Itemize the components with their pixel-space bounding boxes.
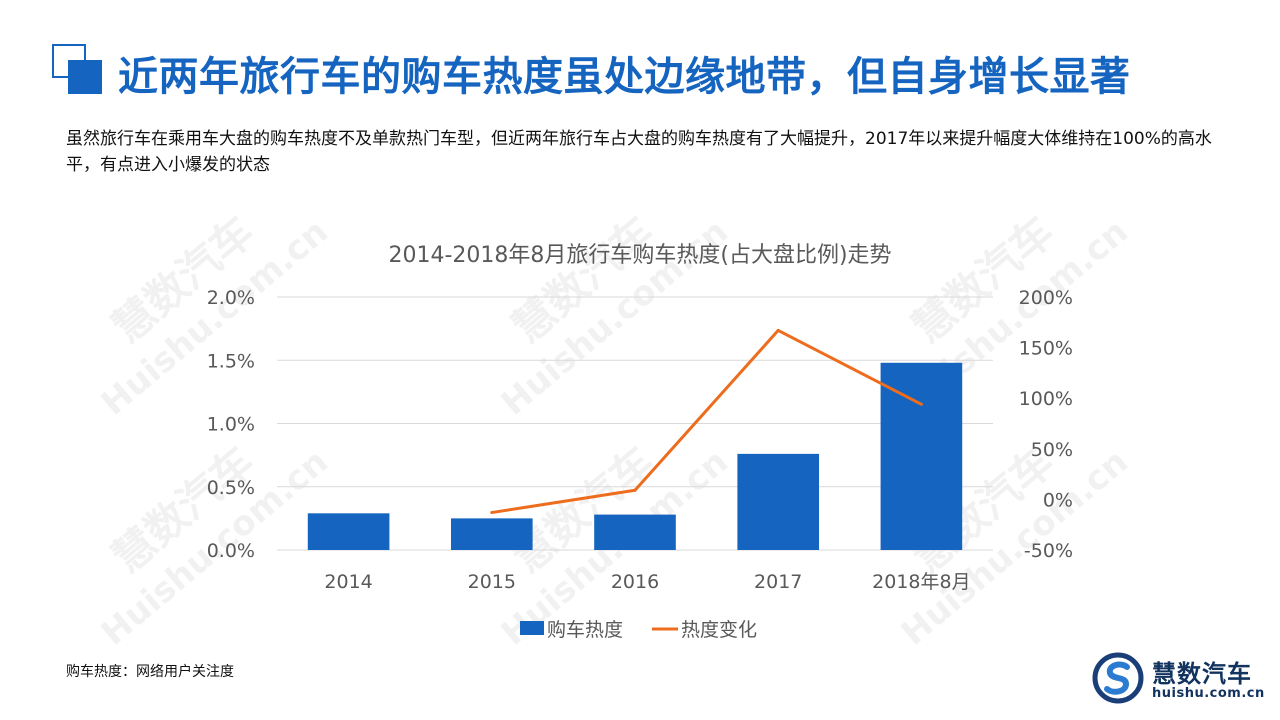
series-line-heat-change: [491, 328, 923, 515]
legend-label: 购车热度: [547, 619, 623, 641]
bar: [450, 518, 533, 550]
legend: 购车热度 热度变化: [520, 619, 757, 641]
x-tick-label: 2015: [468, 571, 516, 593]
brand-url: huishu.com.cn: [1152, 686, 1265, 701]
bar: [594, 514, 676, 550]
line-point: [633, 488, 637, 492]
page-title: 近两年旅行车的购车热度虽处边缘地带，但自身增长显著: [118, 54, 1131, 100]
page-description: 虽然旅行车在乘用车大盘的购车热度不及单款热门车型，但近两年旅行车占大盘的购车热度…: [66, 129, 1212, 175]
y-tick-label: 1.0%: [207, 414, 255, 436]
brand-logo: 慧数汽车 huishu.com.cn: [1092, 652, 1265, 708]
chart-title: 2014-2018年8月旅行车购车热度(占大盘比例)走势: [388, 243, 891, 268]
line-point: [776, 328, 780, 332]
bar: [737, 453, 820, 550]
y2-tick-label: 200%: [1019, 287, 1073, 309]
line-point: [919, 402, 923, 406]
legend-label: 热度变化: [681, 619, 757, 641]
y-tick-label: 0.5%: [207, 477, 255, 499]
y-tick-label: 2.0%: [207, 287, 255, 309]
grid-layer: [277, 296, 993, 551]
y-tick-label: 0.0%: [207, 540, 255, 562]
label-layer: 0.0% 0.5% 1.0% 1.5% 2.0% -50% 0% 50% 100% 150% 200…: [207, 287, 1073, 593]
y2-tick-label: 150%: [1019, 338, 1073, 360]
title-decoration: [52, 44, 102, 94]
y-tick-label: 1.5%: [207, 350, 255, 372]
footnote: 购车热度：网络用户关注度: [66, 664, 234, 680]
y2-tick-label: 0%: [1043, 489, 1073, 511]
brand-s-icon: [1092, 652, 1144, 704]
bar: [880, 362, 963, 550]
x-tick-label: 2017: [754, 571, 802, 593]
y2-tick-label: 100%: [1019, 388, 1073, 410]
y2-tick-label: 50%: [1031, 439, 1073, 461]
bar-layer: [307, 362, 963, 550]
brand-name: 慧数汽车: [1152, 660, 1252, 688]
x-tick-label: 2018年8月: [872, 571, 970, 593]
x-tick-label: 2014: [324, 571, 372, 593]
bar: [307, 513, 390, 550]
title-square-fill: [68, 60, 102, 94]
y2-tick-label: -50%: [1024, 540, 1073, 562]
line-point: [490, 511, 494, 515]
line-layer: [490, 328, 923, 515]
x-tick-label: 2016: [611, 571, 659, 593]
legend-swatch-bar: [520, 621, 544, 635]
